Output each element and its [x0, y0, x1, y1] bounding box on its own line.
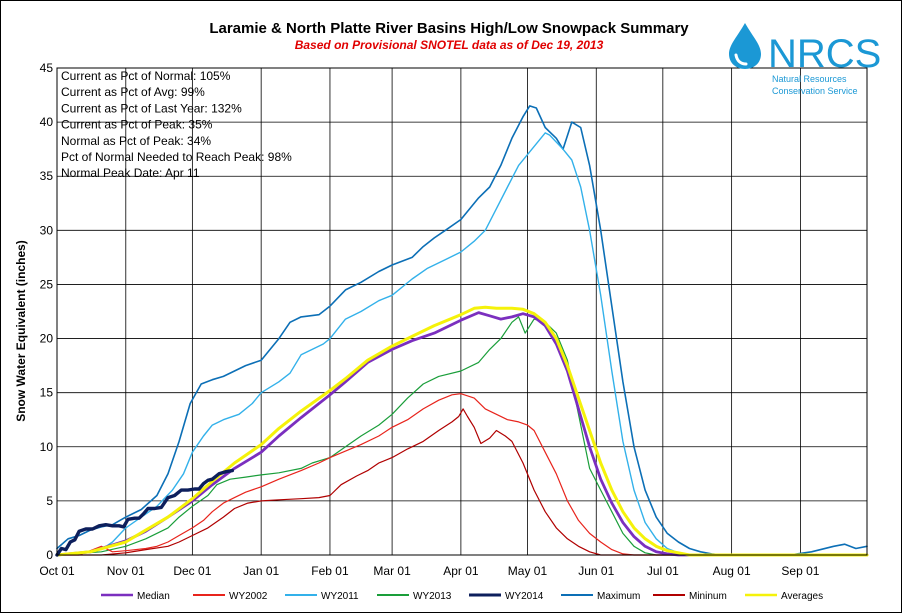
- x-tick-label: Apr 01: [443, 564, 479, 578]
- x-tick-labels: Oct 01 Nov 01 Dec 01 Jan 01 Feb 01 Mar 01 Apr …: [39, 564, 819, 578]
- y-tick-label: 0: [46, 548, 53, 562]
- series-wy2002: [56, 393, 868, 556]
- y-axis-label: Snow Water Equivalent (inches): [14, 240, 28, 422]
- stat-line: Current as Pct of Last Year: 132%: [61, 101, 242, 115]
- stat-line: Current as Pct of Normal: 105%: [61, 69, 231, 83]
- stat-line: Pct of Normal Needed to Reach Peak: 98%: [61, 150, 292, 164]
- water-drop-icon: [729, 23, 761, 69]
- legend-label: WY2011: [321, 591, 359, 602]
- y-tick-label: 30: [40, 223, 54, 237]
- x-tick-label: Jun 01: [578, 564, 614, 578]
- stat-line: Current as Pct of Avg: 99%: [61, 85, 205, 99]
- chart-subtitle: Based on Provisional SNOTEL data as of D…: [295, 38, 604, 52]
- x-tick-label: Oct 01: [39, 564, 75, 578]
- x-tick-label: Nov 01: [107, 564, 145, 578]
- legend-label: Median: [137, 591, 170, 602]
- plot-area: [56, 67, 868, 556]
- y-tick-label: 25: [40, 277, 54, 291]
- series-wy2013: [56, 316, 868, 556]
- x-tick-label: Dec 01: [173, 564, 211, 578]
- y-tick-labels: 0 5 10 15 20 25 30 35 40 45: [40, 61, 54, 562]
- stat-line: Current as Pct of Peak: 35%: [61, 118, 213, 132]
- stat-line: Normal as Pct of Peak: 34%: [61, 134, 211, 148]
- series-maximum: [56, 105, 868, 556]
- x-tick-label: Aug 01: [713, 564, 751, 578]
- y-tick-label: 35: [40, 169, 54, 183]
- y-tick-label: 15: [40, 386, 54, 400]
- logo-acronym: NRCS: [768, 32, 881, 76]
- y-tick-label: 5: [46, 494, 53, 508]
- series-wy2011: [56, 132, 868, 556]
- logo-line1: Natural Resources: [772, 74, 847, 84]
- nrcs-logo: NRCS Natural Resources Conservation Serv…: [729, 23, 881, 96]
- legend-label: WY2013: [413, 591, 452, 602]
- series-layer: [55, 105, 869, 557]
- stat-line: Normal Peak Date: Apr 11: [61, 166, 200, 180]
- legend: Median WY2002 WY2011 WY2013 WY2014 Maximum Min…: [101, 591, 823, 602]
- legend-label: Mininum: [689, 591, 727, 602]
- y-tick-label: 20: [40, 332, 54, 346]
- legend-label: Averages: [781, 591, 823, 602]
- y-tick-label: 10: [40, 440, 54, 454]
- x-tick-label: Jan 01: [243, 564, 279, 578]
- y-tick-label: 40: [40, 115, 54, 129]
- series-mininum: [56, 408, 868, 556]
- gridlines: [57, 67, 867, 556]
- y-tick-label: 45: [40, 61, 54, 75]
- chart-title: Laramie & North Platte River Basins High…: [209, 20, 689, 37]
- x-tick-label: Jul 01: [647, 564, 679, 578]
- x-tick-label: May 01: [508, 564, 548, 578]
- series-wy2014: [55, 468, 234, 557]
- x-tick-label: Sep 01: [781, 564, 819, 578]
- series-median: [55, 311, 869, 557]
- legend-label: WY2014: [505, 591, 544, 602]
- legend-label: WY2002: [229, 591, 268, 602]
- x-tick-label: Mar 01: [373, 564, 411, 578]
- x-tick-label: Feb 01: [311, 564, 349, 578]
- stats-block: Current as Pct of Normal: 105% Current as…: [61, 69, 292, 180]
- logo-line2: Conservation Service: [772, 86, 858, 96]
- legend-label: Maximum: [597, 591, 640, 602]
